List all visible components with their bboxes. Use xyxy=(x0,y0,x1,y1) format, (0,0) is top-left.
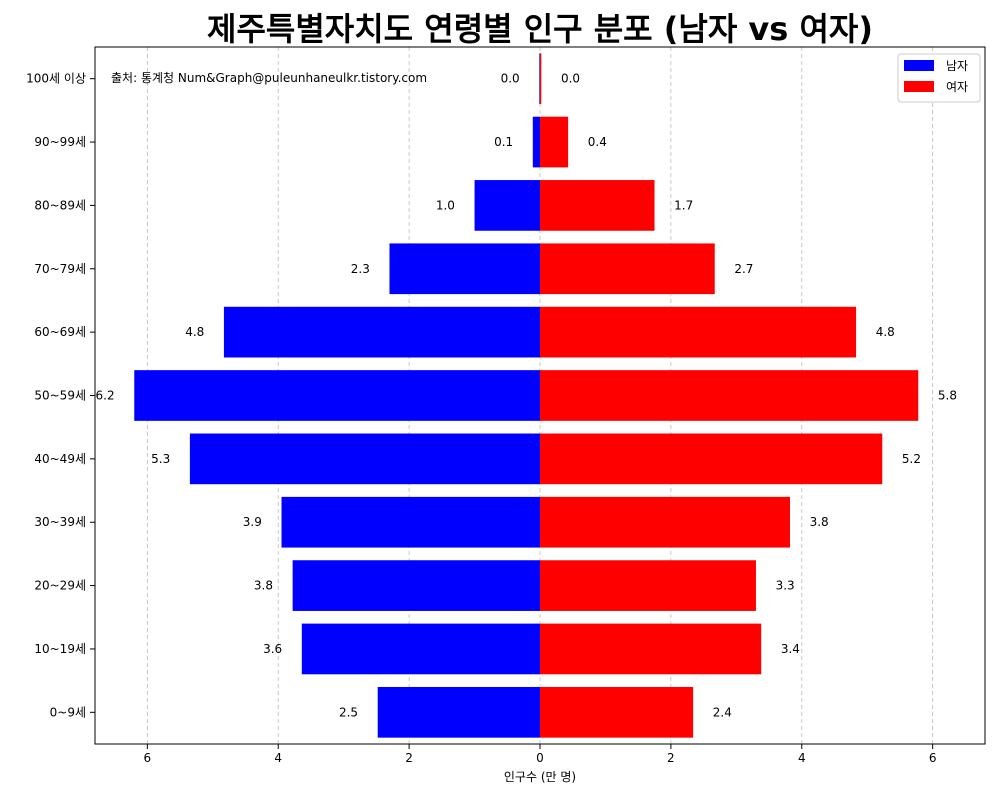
x-tick-label: 2 xyxy=(405,751,413,765)
x-tick-label: 4 xyxy=(274,751,282,765)
y-tick-label: 20~29세 xyxy=(34,579,86,593)
bar xyxy=(540,180,655,231)
y-tick-label: 100세 이상 xyxy=(26,72,86,86)
data-label: 0.0 xyxy=(501,72,520,86)
source-annotation: 출처: 통계청 Num&Graph@puleunhaneulkr.tistory… xyxy=(111,71,427,85)
data-label: 2.7 xyxy=(734,262,753,276)
x-tick-label: 4 xyxy=(798,751,806,765)
bar xyxy=(301,623,540,675)
data-label: 3.6 xyxy=(263,642,282,656)
x-tick-label: 0 xyxy=(536,751,544,765)
bar xyxy=(189,433,540,485)
data-label: 4.8 xyxy=(185,325,204,339)
bar xyxy=(474,180,540,231)
legend-swatch xyxy=(904,81,934,92)
bar xyxy=(540,116,569,168)
chart-title: 제주특별자치도 연령별 인구 분포 (남자 vs 여자) xyxy=(207,10,873,48)
legend-swatch xyxy=(904,60,934,71)
bar xyxy=(540,370,919,421)
bar xyxy=(540,623,762,675)
data-label: 2.3 xyxy=(351,262,370,276)
bar xyxy=(540,686,694,738)
data-label: 3.4 xyxy=(781,642,800,656)
data-label: 0.0 xyxy=(561,72,580,86)
data-label: 5.3 xyxy=(151,452,170,466)
bar xyxy=(134,370,540,421)
y-tick-label: 0~9세 xyxy=(50,705,86,719)
y-tick-label: 60~69세 xyxy=(34,325,86,339)
x-tick-label: 6 xyxy=(929,751,937,765)
bar xyxy=(532,116,540,168)
data-label: 1.7 xyxy=(674,198,693,212)
data-label: 5.2 xyxy=(902,452,921,466)
legend-entry: 여자 xyxy=(946,80,968,94)
y-tick-label: 10~19세 xyxy=(34,642,86,656)
data-label: 3.9 xyxy=(243,515,262,529)
bar xyxy=(540,53,542,105)
legend-entry: 남자 xyxy=(946,59,968,73)
y-tick-label: 40~49세 xyxy=(34,452,86,466)
data-label: 3.8 xyxy=(254,579,273,593)
x-tick-label: 6 xyxy=(144,751,152,765)
data-label: 1.0 xyxy=(436,198,455,212)
bar xyxy=(539,53,541,105)
y-tick-label: 90~99세 xyxy=(34,135,86,149)
x-axis-label: 인구수 (만 명) xyxy=(504,770,576,784)
data-label: 3.3 xyxy=(776,579,795,593)
bar xyxy=(540,560,756,611)
bar xyxy=(377,686,540,738)
bar xyxy=(223,306,540,358)
y-tick-label: 50~59세 xyxy=(34,389,86,403)
x-tick-label: 2 xyxy=(667,751,675,765)
bar xyxy=(292,560,540,611)
data-label: 6.2 xyxy=(96,389,115,403)
bar xyxy=(540,243,715,295)
y-tick-label: 30~39세 xyxy=(34,515,86,529)
data-label: 2.5 xyxy=(339,705,358,719)
x-axis-ticks: 6 4 2 0 2 4 6 xyxy=(144,744,937,765)
y-axis-ticks: 0~9세 10~19세 20~29세 30~39세 40~49세 50~59세 60~69세… xyxy=(26,72,95,719)
bar xyxy=(389,243,540,295)
data-label: 2.4 xyxy=(713,705,732,719)
bars xyxy=(134,53,919,738)
y-tick-label: 80~89세 xyxy=(34,198,86,212)
bar xyxy=(540,433,883,485)
bar xyxy=(540,496,790,548)
data-label: 0.4 xyxy=(588,135,607,149)
bar xyxy=(540,306,857,358)
bar xyxy=(281,496,540,548)
y-tick-label: 70~79세 xyxy=(34,262,86,276)
value-labels: 2.5 3.6 3.8 3.9 5.3 6.2 4.8 2.3 1.0 0.1 0.0 2.4 3.4 3… xyxy=(96,72,957,720)
data-label: 4.8 xyxy=(876,325,895,339)
data-label: 0.1 xyxy=(494,135,513,149)
data-label: 5.8 xyxy=(938,389,957,403)
data-label: 3.8 xyxy=(810,515,829,529)
